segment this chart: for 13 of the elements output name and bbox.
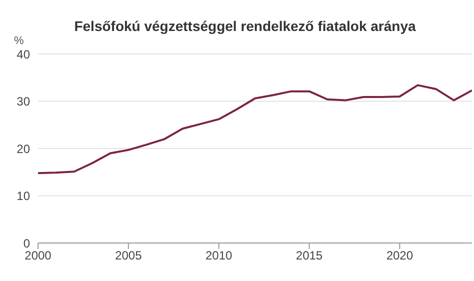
y-axis-title: %	[14, 35, 24, 47]
x-tick-label: 2000	[24, 248, 52, 263]
x-tick-label: 2005	[115, 248, 142, 263]
y-tick-label: 40	[16, 47, 30, 62]
y-tick-label: 0	[23, 236, 30, 250]
y-tick-label: 10	[16, 189, 30, 204]
y-tick-label: 20	[16, 142, 30, 156]
x-tick-label: 2015	[296, 248, 323, 263]
y-tick-label: 30	[16, 94, 30, 109]
x-tick-label: 2020	[386, 248, 414, 263]
line-series	[38, 84, 472, 174]
chart-title: Felsőfokú végzettséggel rendelkező fiatalok aránya	[74, 18, 416, 34]
x-tick-label: 2010	[205, 248, 233, 263]
